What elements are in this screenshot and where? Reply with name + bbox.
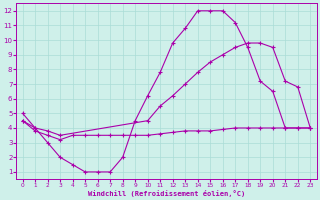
X-axis label: Windchill (Refroidissement éolien,°C): Windchill (Refroidissement éolien,°C): [88, 190, 245, 197]
